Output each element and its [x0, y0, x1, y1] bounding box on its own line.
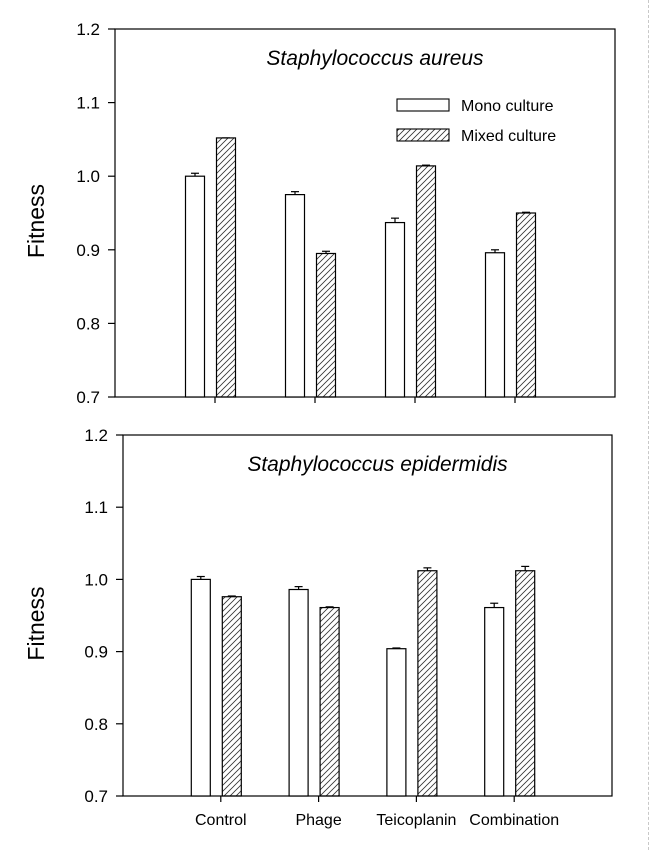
y-tick-label: 1.1: [76, 94, 100, 113]
bar-mixed-culture: [515, 570, 536, 797]
plot-frame: [122, 434, 613, 797]
bar-mixed-culture: [221, 596, 242, 797]
y-tick-label: 1.0: [84, 570, 108, 589]
bar-mono-culture: [284, 194, 306, 398]
legend-label: Mixed culture: [461, 128, 556, 145]
chart-title: Staphylococcus epidermidis: [247, 453, 508, 476]
x-tick-label: Phage: [295, 812, 341, 829]
y-axis-label: Fitness: [23, 184, 49, 258]
bar-mixed-culture: [315, 252, 337, 398]
y-tick-label: 0.9: [76, 241, 100, 260]
y-tick-label: 0.7: [76, 388, 100, 407]
y-tick-label: 1.0: [76, 167, 100, 186]
bar-mixed-culture: [417, 570, 438, 797]
bar-mono-culture: [384, 221, 406, 398]
y-axis-label: Fitness: [23, 586, 49, 660]
y-tick-label: 0.8: [84, 715, 108, 734]
bar-mono-culture: [184, 175, 206, 398]
y-tick-label: 0.7: [84, 787, 108, 806]
bar-mono-culture: [484, 252, 506, 398]
y-tick-label: 0.9: [84, 643, 108, 662]
legend-swatch-hatched: [396, 128, 450, 142]
legend-label: Mono culture: [461, 98, 554, 115]
bar-mono-culture: [386, 648, 407, 797]
chart-title: Staphylococcus aureus: [266, 47, 484, 70]
bar-mono-culture: [484, 606, 505, 797]
y-tick-label: 1.2: [76, 20, 100, 39]
page-edge-dotted-line: [648, 0, 649, 850]
x-tick-label: Control: [195, 812, 247, 829]
x-tick-label: Teicoplanin: [376, 812, 456, 829]
bar-mono-culture: [288, 588, 309, 797]
x-tick-label: Combination: [469, 812, 559, 829]
bar-mixed-culture: [515, 212, 537, 398]
bar-mixed-culture: [415, 165, 437, 398]
bar-mixed-culture: [319, 606, 340, 797]
y-tick-label: 1.2: [84, 426, 108, 445]
legend-swatch-open: [396, 98, 450, 112]
bar-mono-culture: [190, 578, 211, 797]
y-tick-label: 1.1: [84, 498, 108, 517]
y-tick-label: 0.8: [76, 314, 100, 333]
bar-mixed-culture: [215, 137, 237, 398]
plot-frame: [114, 28, 616, 398]
